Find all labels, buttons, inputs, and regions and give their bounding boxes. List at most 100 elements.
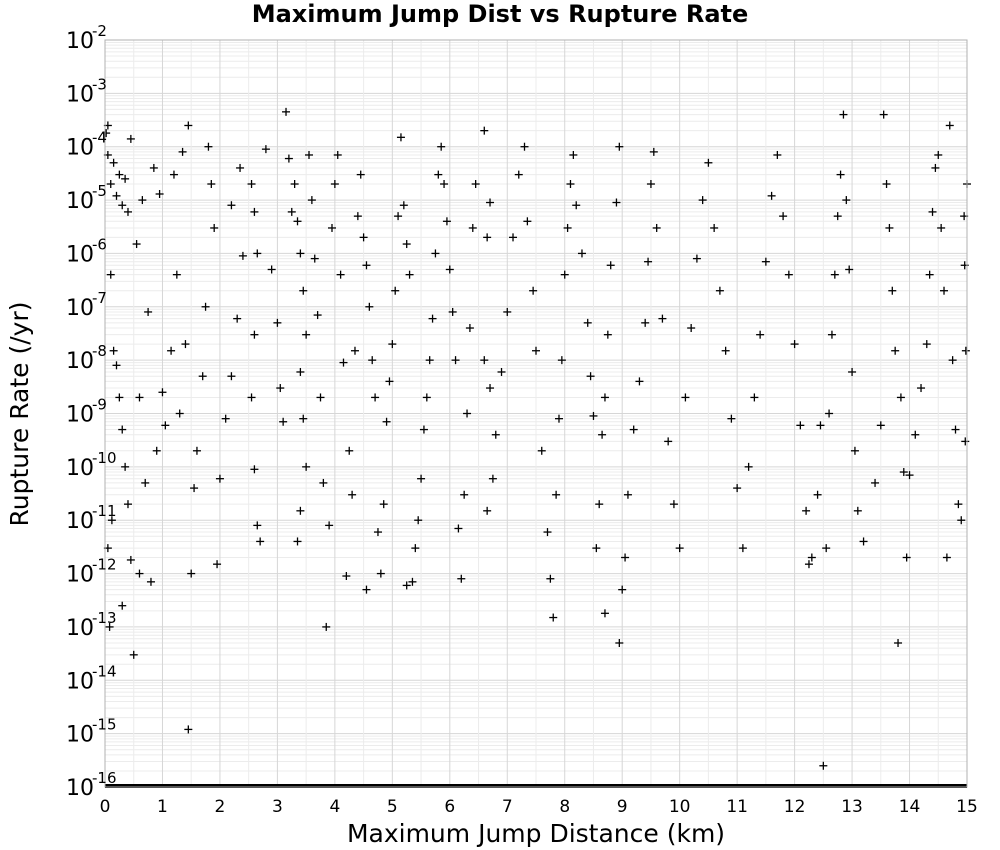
data-point bbox=[529, 286, 538, 295]
data-point bbox=[592, 544, 601, 553]
data-point bbox=[190, 484, 199, 493]
x-tick-label: 4 bbox=[329, 797, 340, 817]
data-point bbox=[911, 430, 920, 439]
data-point bbox=[773, 150, 782, 159]
y-tick-exponent: -8 bbox=[92, 342, 107, 360]
data-point bbox=[796, 421, 805, 430]
data-point bbox=[623, 490, 632, 499]
data-point bbox=[126, 134, 135, 143]
data-point bbox=[121, 462, 130, 471]
data-point bbox=[376, 569, 385, 578]
data-point bbox=[497, 367, 506, 376]
data-point bbox=[922, 340, 931, 349]
data-point bbox=[888, 286, 897, 295]
data-point bbox=[118, 425, 127, 434]
data-point bbox=[514, 170, 523, 179]
data-point bbox=[509, 233, 518, 242]
y-tick-exponent: -3 bbox=[92, 75, 107, 93]
data-point bbox=[282, 107, 291, 116]
x-tick-label: 12 bbox=[784, 797, 806, 817]
data-point bbox=[600, 609, 609, 618]
data-point bbox=[123, 500, 132, 509]
data-point bbox=[715, 286, 724, 295]
data-point bbox=[135, 569, 144, 578]
data-point bbox=[385, 377, 394, 386]
data-point bbox=[348, 490, 357, 499]
data-point bbox=[804, 560, 813, 569]
data-point bbox=[411, 544, 420, 553]
data-point bbox=[336, 270, 345, 279]
data-point bbox=[698, 196, 707, 205]
data-point bbox=[123, 207, 132, 216]
y-tick-label: 10 bbox=[66, 189, 94, 214]
data-point bbox=[934, 150, 943, 159]
data-point bbox=[442, 217, 451, 226]
data-point bbox=[293, 537, 302, 546]
data-point bbox=[115, 170, 124, 179]
data-point bbox=[658, 314, 667, 323]
data-point bbox=[233, 314, 242, 323]
data-point bbox=[425, 356, 434, 365]
x-tick-label: 9 bbox=[617, 797, 628, 817]
data-point bbox=[523, 217, 532, 226]
data-point bbox=[362, 261, 371, 270]
data-point bbox=[405, 270, 414, 279]
data-point bbox=[618, 585, 627, 594]
data-point bbox=[733, 484, 742, 493]
y-tick-label: 10 bbox=[66, 82, 94, 107]
data-point bbox=[437, 142, 446, 151]
data-point bbox=[905, 471, 914, 480]
data-point bbox=[675, 544, 684, 553]
data-point bbox=[402, 581, 411, 590]
data-point bbox=[925, 270, 934, 279]
data-point bbox=[402, 240, 411, 249]
data-point bbox=[118, 601, 127, 610]
data-point bbox=[118, 201, 127, 210]
data-point bbox=[850, 446, 859, 455]
data-point bbox=[572, 201, 581, 210]
data-point bbox=[276, 384, 285, 393]
data-point bbox=[687, 324, 696, 333]
data-point bbox=[172, 270, 181, 279]
plot-frame bbox=[104, 39, 968, 788]
data-point bbox=[902, 553, 911, 562]
data-point bbox=[961, 346, 970, 355]
data-point bbox=[319, 478, 328, 487]
data-point bbox=[184, 725, 193, 734]
data-point bbox=[669, 500, 678, 509]
data-point bbox=[899, 468, 908, 477]
data-point bbox=[589, 411, 598, 420]
data-point bbox=[635, 377, 644, 386]
data-point bbox=[102, 129, 111, 138]
x-tick-label: 1 bbox=[157, 797, 168, 817]
data-point bbox=[215, 474, 224, 483]
data-point bbox=[942, 553, 951, 562]
data-point bbox=[144, 307, 153, 316]
data-point bbox=[885, 223, 894, 232]
data-point bbox=[457, 574, 466, 583]
data-point bbox=[293, 217, 302, 226]
y-tick-label: 10 bbox=[66, 296, 94, 321]
data-point bbox=[138, 196, 147, 205]
data-point bbox=[845, 265, 854, 274]
y-tick-exponent: -5 bbox=[92, 182, 107, 200]
data-point bbox=[296, 367, 305, 376]
y-tick-exponent: -14 bbox=[92, 662, 117, 680]
data-point bbox=[692, 254, 701, 263]
data-point bbox=[388, 340, 397, 349]
data-point bbox=[112, 191, 121, 200]
x-tick-labels: 0 1 2 3 4 5 6 7 8 9 10 11 12 13 14 15 bbox=[100, 797, 978, 817]
data-point bbox=[520, 142, 529, 151]
data-point bbox=[784, 270, 793, 279]
data-point bbox=[486, 384, 495, 393]
data-point bbox=[710, 223, 719, 232]
data-point bbox=[822, 544, 831, 553]
data-point bbox=[813, 490, 822, 499]
data-point bbox=[577, 249, 586, 258]
data-point bbox=[549, 613, 558, 622]
data-point bbox=[532, 346, 540, 355]
data-point bbox=[629, 425, 638, 434]
data-point bbox=[621, 553, 630, 562]
data-point bbox=[365, 302, 374, 311]
